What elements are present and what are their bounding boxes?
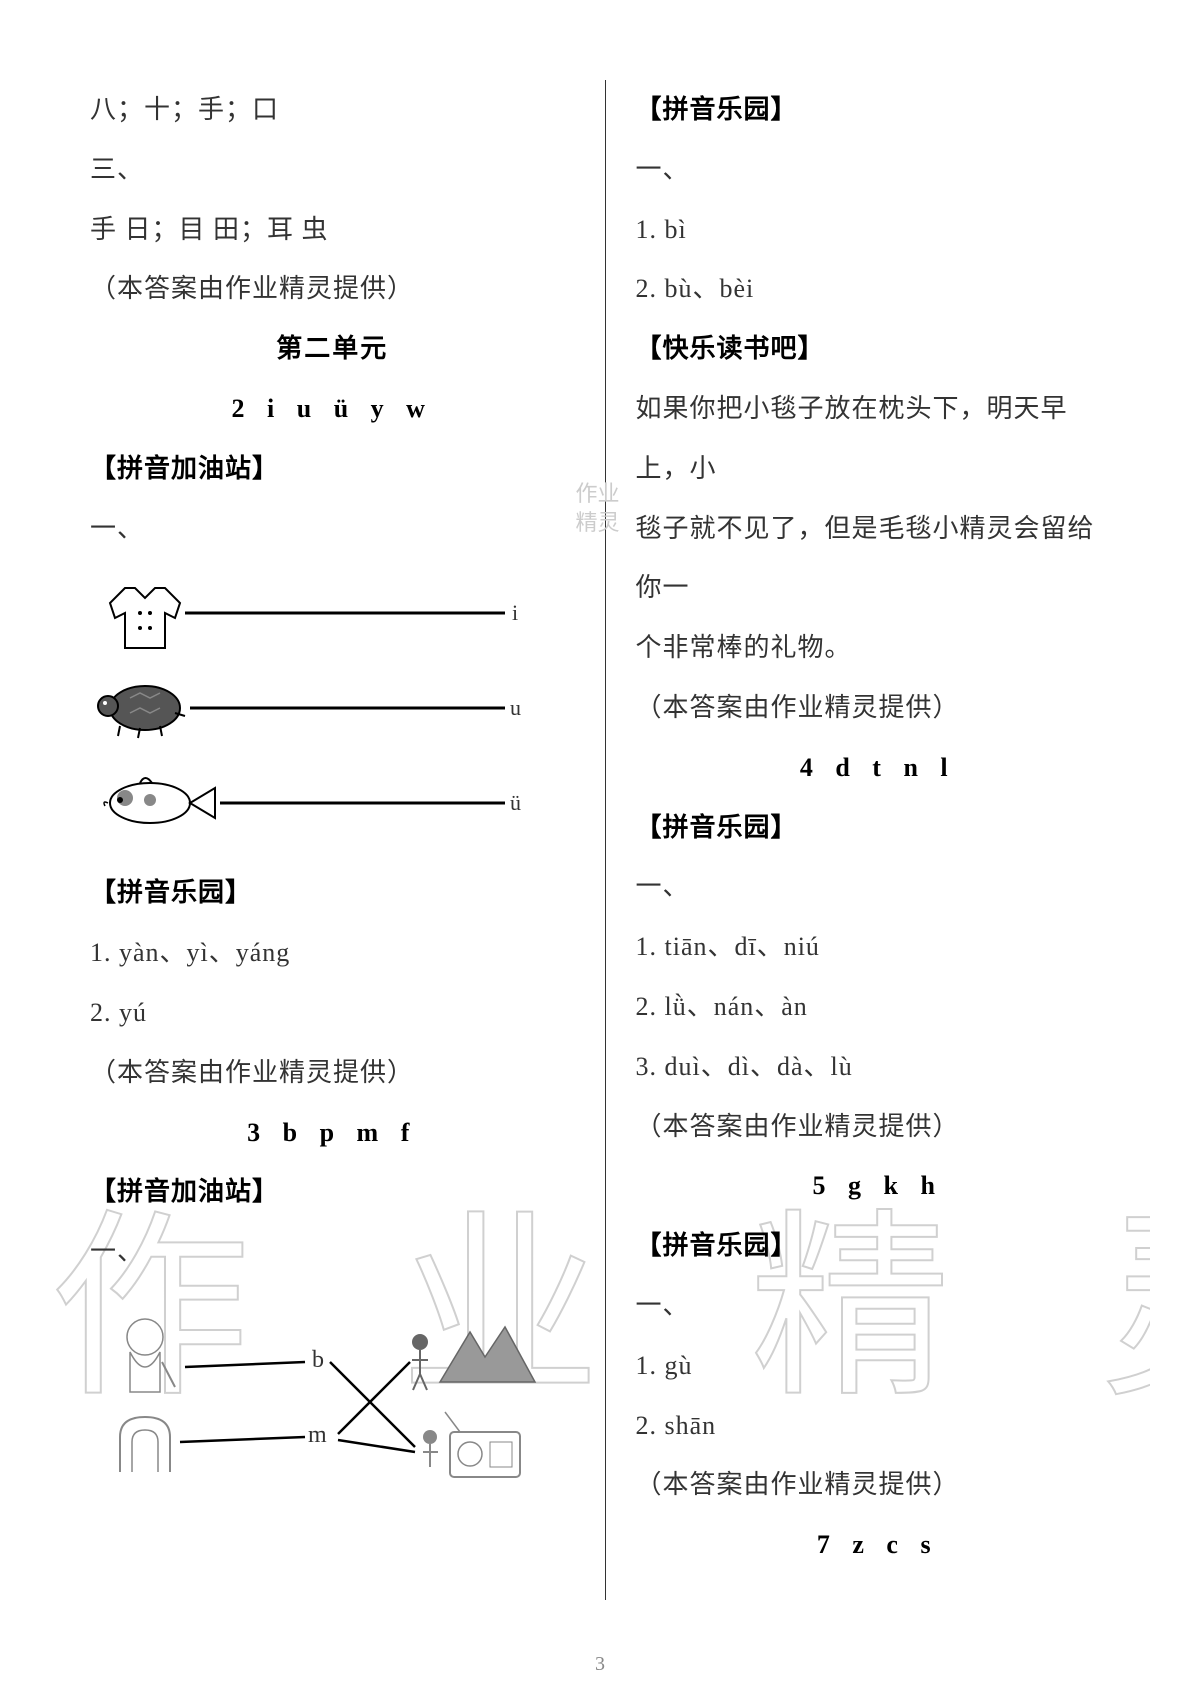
- answer-line: 1. gù: [636, 1336, 1121, 1396]
- person-icon: [412, 1334, 428, 1390]
- lesson-title: 7 z c s: [636, 1515, 1121, 1575]
- section-heading: 【快乐读书吧】: [636, 319, 1121, 379]
- credit-line: （本答案由作业精灵提供）: [636, 678, 1121, 738]
- section-num: 三、: [90, 140, 575, 200]
- credit-line: （本答案由作业精灵提供）: [90, 1043, 575, 1103]
- section-num: 一、: [636, 140, 1121, 200]
- section-heading: 【拼音乐园】: [636, 1216, 1121, 1276]
- radio-icon: [445, 1412, 520, 1477]
- section-num: 一、: [636, 857, 1121, 917]
- grandpa-icon: [127, 1319, 175, 1392]
- section-heading: 【拼音乐园】: [636, 798, 1121, 858]
- page-container: 八；十；手；口 三、 手 日；目 田；耳 虫 （本答案由作业精灵提供） 第二单元…: [60, 80, 1140, 1600]
- section-heading: 【拼音加油站】: [90, 1162, 575, 1222]
- credit-line: （本答案由作业精灵提供）: [636, 1097, 1121, 1157]
- right-column: 作业 精灵 【拼音乐园】 一、 1. bì 2. bù、bèi 【快乐读书吧】 …: [606, 80, 1141, 1600]
- match-line: [185, 1362, 305, 1367]
- section-num: 一、: [90, 499, 575, 559]
- match-line: [338, 1362, 410, 1434]
- pinyin-label-m: m: [308, 1422, 327, 1448]
- pinyin-label: ü: [510, 790, 521, 815]
- answer-line: 1. bì: [636, 200, 1121, 260]
- match-line: [180, 1437, 305, 1442]
- match-line: [330, 1362, 415, 1447]
- credit-line: （本答案由作业精灵提供）: [636, 1455, 1121, 1515]
- reading-text: 个非常棒的礼物。: [636, 618, 1121, 678]
- credit-line: （本答案由作业精灵提供）: [90, 259, 575, 319]
- lesson-title: 3 b p m f: [90, 1103, 575, 1163]
- reading-text: 毯子就不见了，但是毛毯小精灵会留给你一: [636, 499, 1121, 619]
- answer-line: 1. tiān、dī、niú: [636, 917, 1121, 977]
- answer-line: 2. yú: [90, 983, 575, 1043]
- mountain-icon: [440, 1327, 535, 1382]
- left-column: 八；十；手；口 三、 手 日；目 田；耳 虫 （本答案由作业精灵提供） 第二单元…: [60, 80, 605, 1600]
- pinyin-label: u: [510, 695, 521, 720]
- pinyin-label: i: [512, 600, 518, 625]
- watermark-text: 作业: [576, 480, 620, 509]
- person-listening-icon: [423, 1430, 438, 1467]
- lesson-title: 2 i u ü y w: [90, 379, 575, 439]
- match-line: [338, 1440, 415, 1452]
- matching-diagram-1: i u: [90, 568, 530, 848]
- pinyin-label-b: b: [312, 1347, 324, 1373]
- arch-icon: [120, 1417, 170, 1472]
- matching-diagram-2: b m: [90, 1292, 550, 1492]
- section-heading: 【拼音加油站】: [90, 439, 575, 499]
- section-num: 一、: [636, 1276, 1121, 1336]
- answer-line: 2. lǜ、nán、àn: [636, 977, 1121, 1037]
- fish-icon: [104, 778, 215, 823]
- unit-title: 第二单元: [90, 319, 575, 379]
- lesson-title: 5 g k h: [636, 1156, 1121, 1216]
- shirt-icon: [110, 588, 180, 648]
- answer-line: 2. shān: [636, 1396, 1121, 1456]
- section-heading: 【拼音乐园】: [90, 863, 575, 923]
- answer-line: 手 日；目 田；耳 虫: [90, 200, 575, 260]
- small-watermark: 作业 精灵: [576, 480, 620, 537]
- answer-line: 八；十；手；口: [90, 80, 575, 140]
- turtle-icon: [98, 686, 185, 738]
- watermark-text: 精灵: [576, 509, 620, 538]
- reading-text: 如果你把小毯子放在枕头下，明天早上，小: [636, 379, 1121, 499]
- lesson-title: 4 d t n l: [636, 738, 1121, 798]
- answer-line: 3. duì、dì、dà、lù: [636, 1037, 1121, 1097]
- page-number: 3: [595, 1653, 605, 1676]
- section-num: 一、: [90, 1222, 575, 1282]
- section-heading: 【拼音乐园】: [636, 80, 1121, 140]
- answer-line: 2. bù、bèi: [636, 259, 1121, 319]
- answer-line: 1. yàn、yì、yáng: [90, 923, 575, 983]
